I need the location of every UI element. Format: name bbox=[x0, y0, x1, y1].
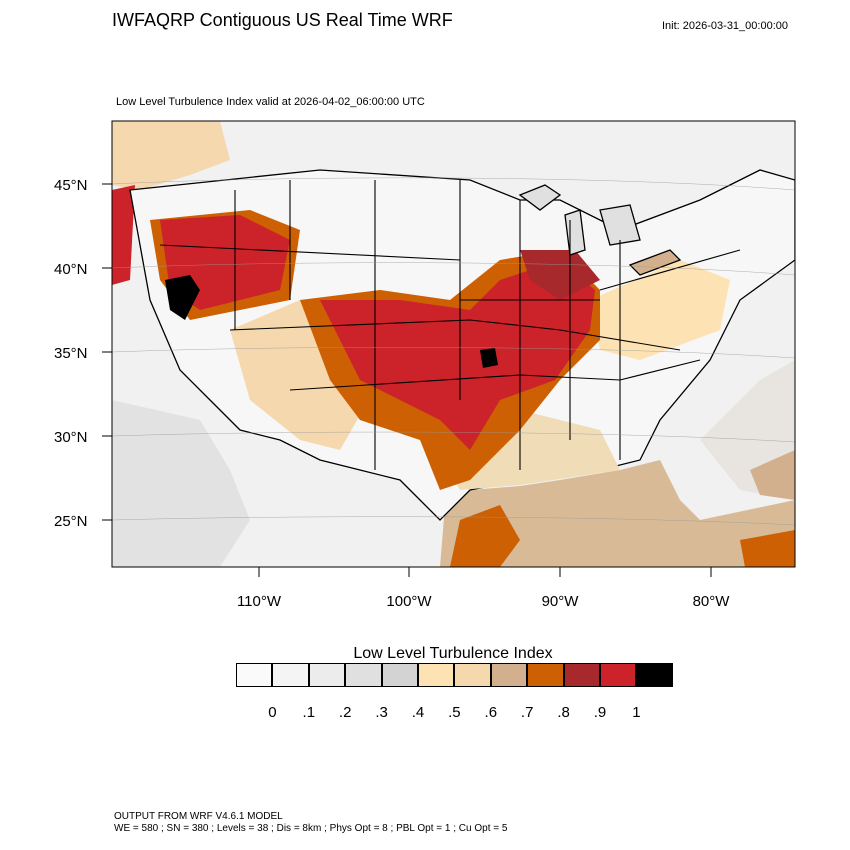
lon-label-110: 110°W bbox=[237, 593, 282, 610]
colorbar-swatch bbox=[490, 663, 528, 687]
colorbar-tick-label: 1 bbox=[632, 704, 641, 721]
canada-west-field bbox=[112, 121, 230, 190]
midwest-dark-red bbox=[520, 250, 600, 300]
gulf-high-field bbox=[450, 505, 520, 567]
lon-label-90: 90°W bbox=[542, 593, 580, 610]
ohio-valley-tan bbox=[590, 260, 730, 360]
lat-label-30: 30°N bbox=[54, 429, 88, 446]
valid-time-subtitle: Low Level Turbulence Index valid at 2026… bbox=[116, 96, 425, 108]
caribbean-field bbox=[740, 530, 795, 567]
colorbar-swatch bbox=[454, 663, 491, 687]
colorbar-tick-label: .5 bbox=[448, 704, 461, 721]
lon-label-80: 80°W bbox=[693, 593, 731, 610]
colorbar-tick-label: .2 bbox=[338, 704, 352, 721]
colorbar-swatch bbox=[527, 663, 564, 687]
colorbar-tick-label: .3 bbox=[375, 704, 388, 721]
max-region-central bbox=[480, 348, 498, 368]
atlantic-tan-field bbox=[750, 450, 795, 500]
lat-label-25: 25°N bbox=[54, 513, 88, 530]
max-region-west bbox=[165, 275, 200, 320]
colorbar-swatch bbox=[417, 663, 455, 687]
colorbar-swatch bbox=[308, 663, 346, 687]
colorbar-tick-label: .4 bbox=[411, 704, 425, 721]
lake-superior bbox=[518, 184, 562, 211]
colorbar-swatch bbox=[636, 663, 673, 687]
lon-labels: 110°W 100°W 90°W 80°W bbox=[237, 593, 730, 610]
colorbar-tick-label: .6 bbox=[484, 704, 498, 721]
lat-label-45: 45°N bbox=[54, 177, 88, 194]
colorbar-title: Low Level Turbulence Index bbox=[353, 645, 553, 662]
model-footer: OUTPUT FROM WRF V4.6.1 MODEL bbox=[114, 811, 283, 822]
colorbar-swatch bbox=[236, 663, 273, 687]
lat-label-40: 40°N bbox=[54, 261, 88, 278]
colorbar-tick-label: .8 bbox=[557, 704, 570, 721]
colorbar-tick-label: .7 bbox=[520, 704, 534, 721]
lat-label-35: 35°N bbox=[54, 345, 88, 362]
main-title: IWFAQRP Contiguous US Real Time WRF bbox=[112, 10, 453, 30]
colorbar-swatch bbox=[381, 663, 418, 687]
central-red bbox=[320, 260, 595, 450]
colorbar-tick-label: .9 bbox=[593, 704, 607, 721]
colorbar-tick-label: 0 bbox=[268, 704, 277, 721]
colorbar-tick-label: .1 bbox=[302, 704, 316, 721]
init-time-label: Init: 2026-03-31_00:00:00 bbox=[662, 20, 788, 32]
lat-labels: 45°N 40°N 35°N 30°N 25°N bbox=[54, 177, 88, 530]
colorbar-swatch bbox=[345, 663, 382, 687]
axis-ticks bbox=[102, 183, 712, 577]
lon-label-100: 100°W bbox=[386, 593, 432, 610]
gulf-field bbox=[440, 460, 795, 567]
lake-huron bbox=[599, 204, 641, 246]
model-config-footer: WE = 580 ; SN = 380 ; Levels = 38 ; Dis … bbox=[114, 823, 508, 834]
lake-erie bbox=[628, 249, 682, 276]
state-boundaries bbox=[159, 180, 741, 470]
pacific-sw-field bbox=[112, 400, 250, 567]
colorbar bbox=[236, 663, 673, 687]
colorbar-swatch bbox=[272, 663, 309, 687]
colorbar-swatch bbox=[563, 663, 600, 687]
map-frame bbox=[111, 120, 796, 568]
map-panel bbox=[112, 121, 795, 567]
graticule bbox=[112, 177, 795, 526]
pacific-nw-field bbox=[112, 185, 135, 285]
colorbar-swatch bbox=[599, 663, 637, 687]
